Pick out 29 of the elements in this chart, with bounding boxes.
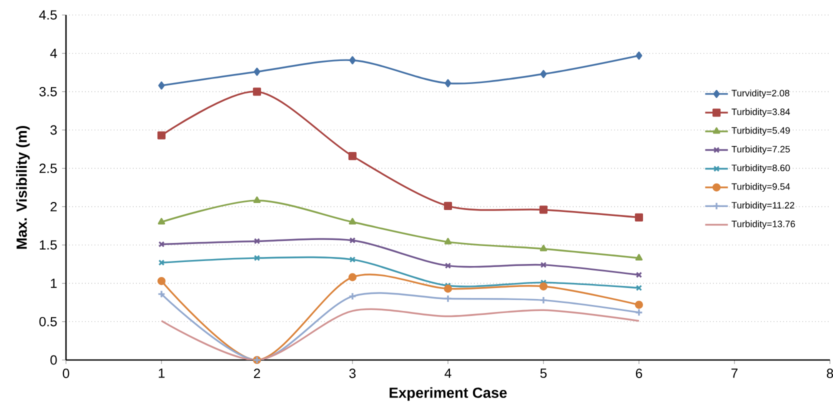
x-tick-label: 7 [731, 368, 738, 378]
y-tick-label: 1.5 [40, 240, 57, 250]
x-tick-label: 2 [254, 368, 260, 378]
y-tick-label: 0 [50, 355, 57, 365]
y-tick-label: 4.5 [39, 10, 57, 20]
x-tick-label: 0 [62, 368, 70, 378]
y-axis-title: Max. Visibility (m) [16, 126, 30, 249]
x-tick-label: 1 [158, 368, 165, 378]
y-tick-label: 2.5 [40, 164, 57, 174]
y-tick-label: 2 [50, 202, 57, 212]
x-tick-label: 8 [826, 368, 833, 378]
y-tick-label: 3 [50, 125, 57, 135]
x-tick-label: 5 [540, 368, 547, 378]
legend-label: Turbidity=3.84 [732, 108, 790, 117]
legend-label: Turbidity=5.49 [732, 126, 790, 136]
legend-label: Turbidity=7.25 [732, 146, 790, 154]
x-axis-title: Experiment Case [390, 387, 507, 401]
legend-label: Turbidity=13.76 [732, 220, 795, 230]
x-tick-label: 3 [349, 368, 356, 378]
y-tick-label: 3.5 [39, 86, 57, 96]
x-tick-label: 4 [444, 368, 452, 378]
legend-label: Turbidity=8.60 [732, 164, 790, 174]
legend-label: Turbidity=9.54 [732, 183, 790, 192]
y-tick-label: 0.5 [39, 316, 57, 326]
legend-label: Turvidity=2.08 [732, 90, 790, 98]
y-tick-label: 1 [50, 278, 57, 288]
legend-label: Turbidity=11.22 [732, 202, 794, 210]
y-tick-label: 4 [50, 48, 57, 58]
x-tick-label: 6 [636, 368, 642, 378]
